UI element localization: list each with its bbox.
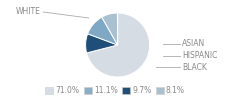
Wedge shape: [88, 17, 118, 45]
Wedge shape: [86, 34, 118, 53]
Text: HISPANIC: HISPANIC: [182, 52, 218, 60]
Legend: 71.0%, 11.1%, 9.7%, 8.1%: 71.0%, 11.1%, 9.7%, 8.1%: [42, 83, 188, 98]
Wedge shape: [102, 13, 118, 45]
Text: ASIAN: ASIAN: [182, 40, 206, 48]
Text: BLACK: BLACK: [182, 62, 207, 72]
Wedge shape: [87, 13, 150, 77]
Text: WHITE: WHITE: [16, 8, 41, 16]
